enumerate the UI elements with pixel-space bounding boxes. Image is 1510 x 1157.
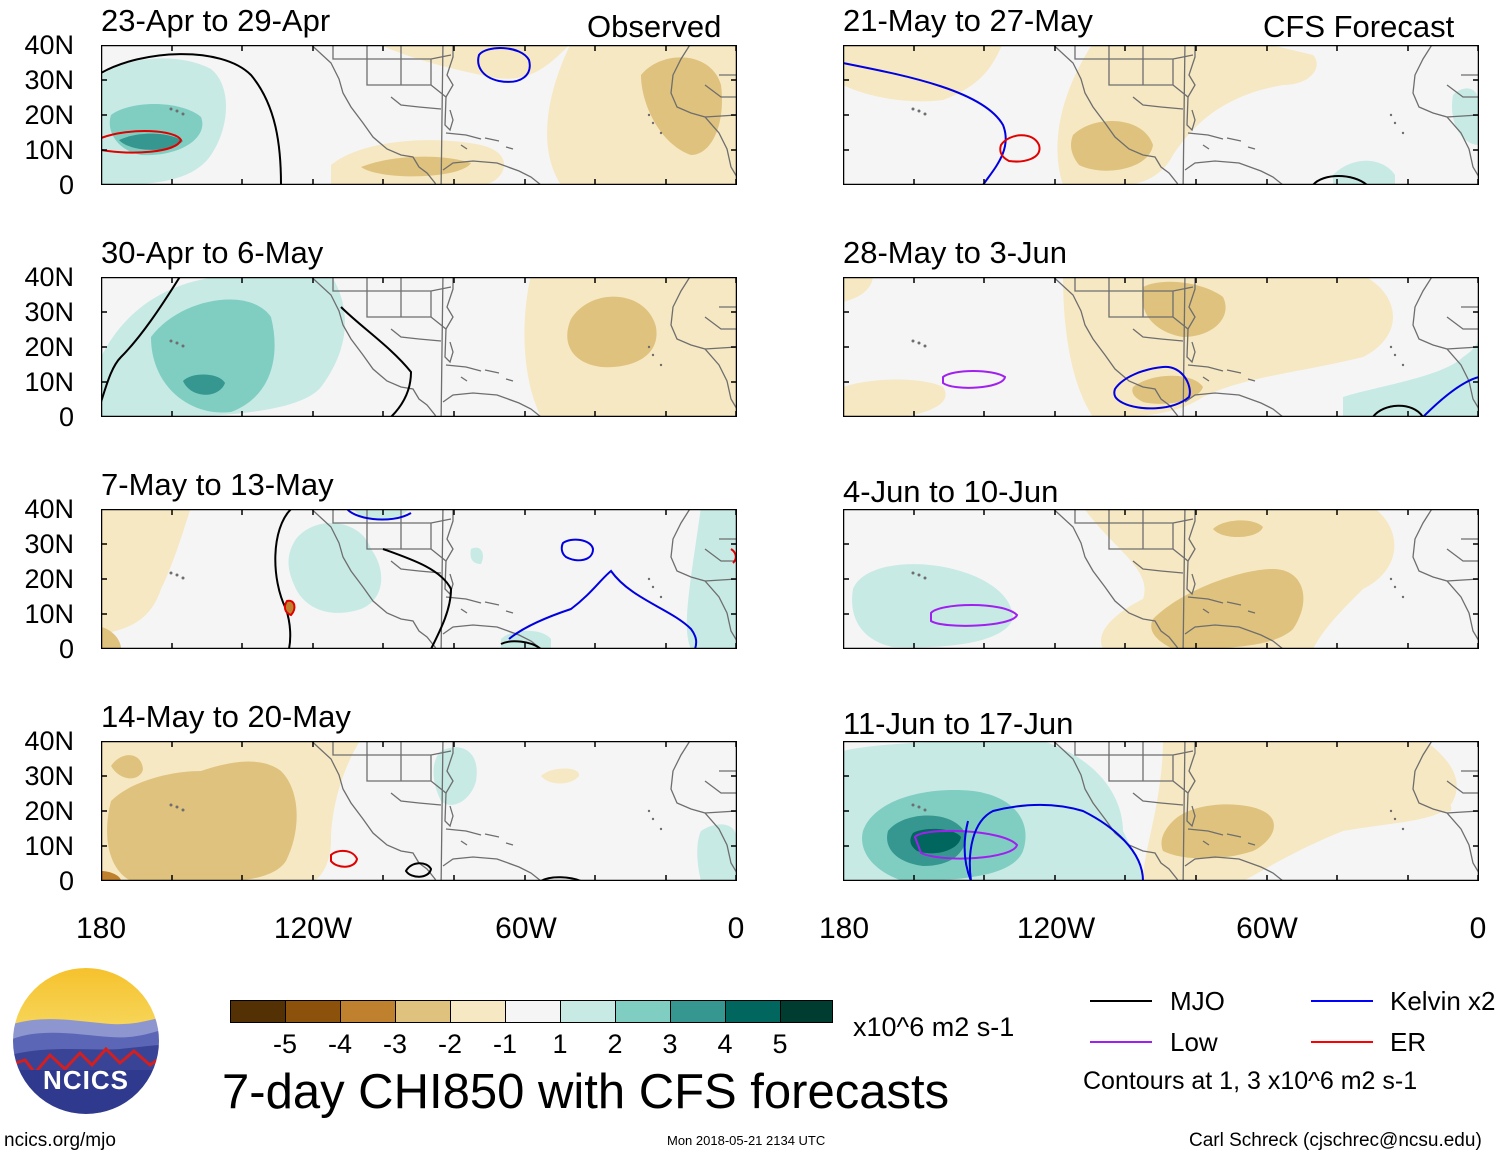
lat-label: 10N bbox=[24, 831, 74, 861]
lat-label: 20N bbox=[24, 100, 74, 130]
colorbar-tick: 5 bbox=[772, 1029, 788, 1059]
panel-title-obs-4: 14-May to 20-May bbox=[101, 699, 351, 734]
lat-label: 0 bbox=[58, 634, 74, 664]
lat-label: 30N bbox=[24, 65, 74, 95]
map-panel-obs-4 bbox=[101, 741, 737, 881]
colorbar-swatch bbox=[285, 1000, 341, 1023]
contour-note: Contours at 1, 3 x10^6 m2 s-1 bbox=[1083, 1067, 1418, 1095]
lat-label: 30N bbox=[24, 761, 74, 791]
legend-label-mjo: MJO bbox=[1170, 986, 1225, 1016]
lat-label: 10N bbox=[24, 599, 74, 629]
lat-label: 20N bbox=[24, 796, 74, 826]
observed-label: Observed bbox=[587, 9, 722, 44]
colorbar-tick: -1 bbox=[492, 1029, 517, 1059]
lat-label: 30N bbox=[24, 297, 74, 327]
lat-label: 20N bbox=[24, 332, 74, 362]
lon-label: 180 bbox=[75, 912, 127, 945]
legend-label-low: Low bbox=[1170, 1027, 1218, 1057]
colorbar-swatch bbox=[780, 1000, 833, 1023]
lat-label: 0 bbox=[58, 866, 74, 896]
colorbar-tick: -4 bbox=[327, 1029, 352, 1059]
colorbar-swatch bbox=[450, 1000, 506, 1023]
colorbar-swatch bbox=[340, 1000, 396, 1023]
legend-label-kelvin: Kelvin x2 bbox=[1390, 986, 1496, 1016]
colorbar-swatch bbox=[615, 1000, 671, 1023]
colorbar-tick: 1 bbox=[552, 1029, 568, 1059]
colorbar-swatch bbox=[395, 1000, 451, 1023]
colorbar-swatch bbox=[725, 1000, 781, 1023]
map-panel-fcst-1 bbox=[843, 45, 1479, 185]
colorbar-swatch bbox=[230, 1000, 286, 1023]
colorbar-tick: -2 bbox=[437, 1029, 462, 1059]
colorbar-swatch bbox=[670, 1000, 726, 1023]
lat-label: 30N bbox=[24, 529, 74, 559]
legend-line-kelvin bbox=[1311, 1000, 1373, 1002]
panel-title-fcst-2: 28-May to 3-Jun bbox=[843, 235, 1067, 270]
legend-line-er bbox=[1311, 1041, 1373, 1043]
panel-title-obs-2: 30-Apr to 6-May bbox=[101, 235, 324, 270]
colorbar-tick: -5 bbox=[272, 1029, 297, 1059]
map-panel-obs-2 bbox=[101, 277, 737, 417]
legend-label-er: ER bbox=[1390, 1027, 1427, 1057]
main-title: 7-day CHI850 with CFS forecasts bbox=[222, 1065, 950, 1119]
colorbar-tick: 2 bbox=[607, 1029, 623, 1059]
panel-title-obs-3: 7-May to 13-May bbox=[101, 467, 334, 502]
legend-line-mjo bbox=[1090, 1000, 1152, 1002]
lon-label: 120W bbox=[273, 912, 353, 945]
legend-line-low bbox=[1090, 1041, 1152, 1043]
colorbar-tick: 4 bbox=[717, 1029, 733, 1059]
lat-label: 40N bbox=[24, 262, 74, 292]
logo-text: NCICS bbox=[43, 1065, 129, 1095]
panel-title-fcst-3: 4-Jun to 10-Jun bbox=[843, 474, 1059, 509]
lon-label: 0 bbox=[1469, 912, 1487, 945]
ncics-logo: NCICS bbox=[10, 965, 162, 1117]
lat-label: 10N bbox=[24, 135, 74, 165]
colorbar-tick: -3 bbox=[382, 1029, 407, 1059]
lon-label: 120W bbox=[1016, 912, 1096, 945]
map-panel-fcst-2 bbox=[843, 277, 1479, 417]
lat-label: 20N bbox=[24, 564, 74, 594]
forecast-label: CFS Forecast bbox=[1263, 9, 1455, 44]
panel-title-obs-1: 23-Apr to 29-Apr bbox=[101, 3, 331, 38]
colorbar-swatch bbox=[560, 1000, 616, 1023]
map-panel-fcst-4 bbox=[843, 741, 1479, 881]
author: Carl Schreck (cjschrec@ncsu.edu) bbox=[1189, 1130, 1482, 1151]
lon-label: 60W bbox=[1236, 912, 1298, 945]
lon-label: 60W bbox=[495, 912, 557, 945]
panel-title-fcst-4: 11-Jun to 17-Jun bbox=[843, 706, 1074, 741]
map-panel-obs-3 bbox=[101, 509, 737, 649]
lat-label: 10N bbox=[24, 367, 74, 397]
panel-title-fcst-1: 21-May to 27-May bbox=[843, 3, 1093, 38]
lon-label: 0 bbox=[727, 912, 745, 945]
timestamp: Mon 2018-05-21 2134 UTC bbox=[667, 1133, 826, 1148]
lat-label: 40N bbox=[24, 726, 74, 756]
colorbar-units: x10^6 m2 s-1 bbox=[853, 1012, 1015, 1042]
map-panel-fcst-3 bbox=[843, 509, 1479, 649]
lat-label: 0 bbox=[58, 402, 74, 432]
colorbar-swatch bbox=[505, 1000, 561, 1023]
site-link[interactable]: ncics.org/mjo bbox=[4, 1130, 116, 1151]
lat-label: 40N bbox=[24, 494, 74, 524]
colorbar-tick: 3 bbox=[662, 1029, 678, 1059]
lon-label: 180 bbox=[818, 912, 870, 945]
lat-label: 40N bbox=[24, 30, 74, 60]
lat-label: 0 bbox=[58, 170, 74, 200]
map-panel-obs-1 bbox=[101, 45, 737, 185]
